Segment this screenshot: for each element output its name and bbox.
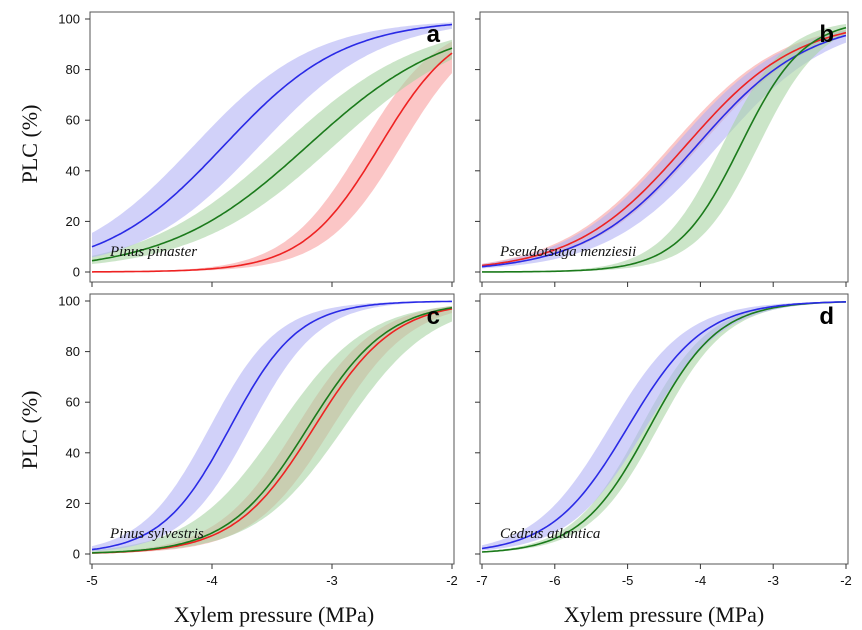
- y-tick-label: 100: [58, 12, 80, 27]
- species-label: Cedrus atlantica: [500, 526, 600, 542]
- x-tick-label: -4: [206, 573, 218, 588]
- confidence-band-blue: [482, 301, 846, 551]
- panel-letter: c: [427, 303, 440, 330]
- y-tick-label: 20: [66, 496, 80, 511]
- confidence-band-blue: [92, 301, 452, 552]
- series-line-blue: [481, 301, 847, 550]
- panel-b: b Pseudotsuga menziesii: [475, 11, 849, 287]
- y-tick-label: 60: [66, 395, 80, 410]
- y-tick-label: 40: [66, 163, 80, 178]
- series-line-blue: [91, 23, 453, 248]
- panel-a: 0 20 40 60 80 100 a Pinus pinaster: [58, 11, 455, 287]
- panel-letter: a: [427, 21, 441, 48]
- series-line-green: [91, 306, 453, 554]
- series-line-blue: [91, 300, 452, 551]
- y-tick-label: 0: [73, 265, 80, 280]
- panels: 0 20 40 60 80 100 a Pinus pinaster b Pseudotsuga …: [58, 11, 852, 588]
- x-tick-label: -7: [476, 573, 488, 588]
- plot-area: [481, 24, 847, 273]
- x-tick-label: -4: [695, 573, 707, 588]
- series-line-blue: [481, 34, 847, 268]
- y-tick-label: 0: [73, 547, 80, 562]
- panel-frame: [89, 293, 455, 565]
- panel-frame: [479, 11, 849, 283]
- panel-frame: [479, 293, 849, 565]
- y-tick-label: 80: [66, 344, 80, 359]
- x-tick-label: -5: [86, 573, 98, 588]
- x-tick-label: -5: [622, 573, 634, 588]
- y-tick-label: 100: [58, 294, 80, 309]
- x-tick-label: -2: [840, 573, 852, 588]
- y-tick-label: 60: [66, 113, 80, 128]
- species-label: Pinus sylvestris: [109, 526, 204, 542]
- series-line-green: [482, 26, 847, 273]
- y-axis-title-bottom: PLC (%): [17, 391, 42, 470]
- panel-c: 0 20 40 60 80 100 -5 -4 -3 -2 c Pinus sylvestris: [58, 293, 458, 588]
- plot-area: [91, 300, 453, 554]
- series-line-green: [91, 47, 453, 262]
- plot-area: [91, 22, 453, 273]
- panel-d: -7 -6 -5 -4 -3 -2 d Cedrus atlantica: [475, 293, 852, 588]
- confidence-band-green: [92, 305, 452, 554]
- confidence-band-red: [92, 41, 452, 272]
- y-tick-label: 20: [66, 214, 80, 229]
- panel-letter: d: [819, 303, 834, 330]
- y-tick-label: 80: [66, 62, 80, 77]
- series-line-red: [481, 31, 847, 267]
- confidence-band-green: [482, 301, 846, 553]
- confidence-band-green: [92, 39, 452, 265]
- y-axis-title-top: PLC (%): [17, 105, 42, 184]
- x-axis-title-left: Xylem pressure (MPa): [174, 602, 374, 627]
- series-line-red: [91, 52, 453, 273]
- confidence-band-blue: [92, 22, 452, 258]
- panel-frame: [89, 11, 455, 283]
- species-label: Pseudotsuga menziesii: [499, 244, 636, 260]
- panel-letter: b: [819, 21, 834, 48]
- x-axis-title-right: Xylem pressure (MPa): [564, 602, 764, 627]
- x-tick-label: -2: [446, 573, 458, 588]
- y-tick-label: 40: [66, 445, 80, 460]
- species-label: Pinus pinaster: [109, 244, 197, 260]
- plot-area: [481, 301, 847, 553]
- x-tick-label: -3: [326, 573, 338, 588]
- x-tick-label: -6: [549, 573, 561, 588]
- series-line-green: [481, 301, 846, 553]
- x-tick-label: -3: [767, 573, 779, 588]
